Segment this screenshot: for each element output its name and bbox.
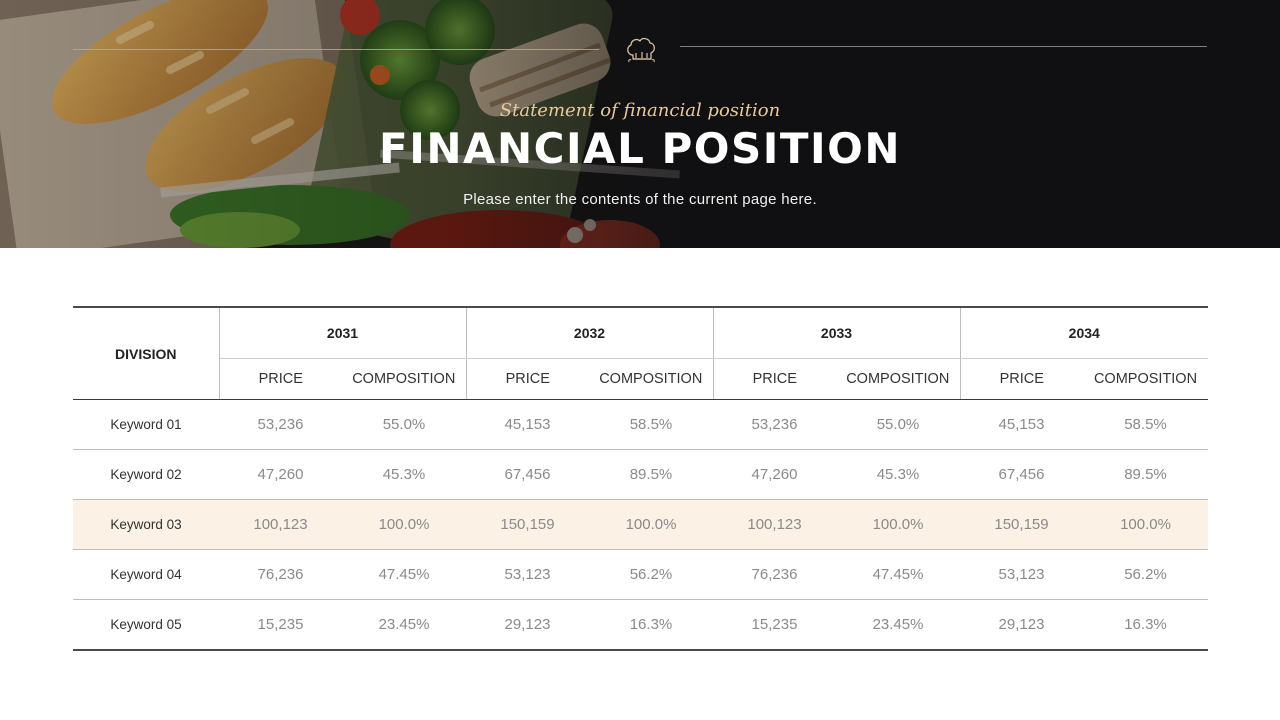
year-header: 2034: [960, 307, 1208, 359]
price-cell: 67,456: [960, 449, 1083, 500]
composition-cell: 23.45%: [378, 616, 430, 633]
row-label: Keyword 02: [73, 449, 219, 500]
price-cell: 15,235: [257, 616, 304, 633]
header-banner: Statement of financial position FINANCIA…: [0, 0, 1280, 248]
composition-cell: 56.2%: [589, 549, 713, 600]
table-body: Keyword 01 53,236 55.0% 45,153 58.5% 53,…: [73, 399, 1208, 651]
composition-header: COMPOSITION: [342, 358, 467, 400]
row-label: Keyword 01: [73, 399, 219, 450]
year-header-row: DIVISION 2031 2032 2033 2034: [73, 307, 1208, 400]
price-cell: 29,123: [998, 616, 1045, 633]
composition-header: COMPOSITION: [589, 358, 714, 400]
price-cell: 100,123: [713, 499, 836, 550]
division-header: DIVISION: [73, 307, 220, 400]
sub-header-row: PRICE COMPOSITION PRICE COMPOSITION PRIC…: [73, 358, 1208, 400]
price-cell: 47,260: [713, 449, 836, 500]
table-row: Keyword 05 15,235 23.45% 29,123 16.3% 15…: [73, 600, 1208, 651]
composition-cell: 23.45%: [872, 616, 924, 633]
composition-cell: 55.0%: [342, 399, 466, 450]
price-cell: 45,153: [466, 399, 589, 450]
page-title: FINANCIAL POSITION: [379, 124, 901, 173]
composition-cell: 45.3%: [836, 449, 960, 500]
row-label: Keyword 03: [73, 499, 219, 550]
price-cell: 45,153: [960, 399, 1083, 450]
price-cell: 76,236: [219, 549, 342, 600]
financial-position-table: DIVISION 2031 2032 2033 2034 PRICE COMPO…: [73, 306, 1208, 651]
composition-header: COMPOSITION: [1083, 358, 1208, 400]
price-cell: 150,159: [466, 499, 589, 550]
header-divider-left: [73, 49, 599, 50]
composition-cell: 89.5%: [589, 449, 713, 500]
price-cell: 15,235: [751, 616, 798, 633]
table-row: Keyword 01 53,236 55.0% 45,153 58.5% 53,…: [73, 399, 1208, 450]
composition-cell: 56.2%: [1083, 549, 1208, 600]
composition-cell: 100.0%: [342, 499, 466, 550]
composition-cell: 100.0%: [836, 499, 960, 550]
price-cell: 47,260: [219, 449, 342, 500]
composition-cell: 58.5%: [589, 399, 713, 450]
price-cell: 53,236: [713, 399, 836, 450]
price-header: PRICE: [219, 358, 342, 400]
header-divider-right: [680, 46, 1207, 47]
table-row: Keyword 04 76,236 47.45% 53,123 56.2% 76…: [73, 549, 1208, 600]
composition-cell: 89.5%: [1083, 449, 1208, 500]
row-label: Keyword 04: [73, 549, 219, 600]
financial-table-container: DIVISION 2031 2032 2033 2034 PRICE COMPO…: [73, 306, 1208, 651]
table-row: Keyword 02 47,260 45.3% 67,456 89.5% 47,…: [73, 449, 1208, 500]
composition-cell: 16.3%: [1124, 616, 1167, 633]
price-header: PRICE: [713, 358, 836, 400]
composition-cell: 100.0%: [589, 499, 713, 550]
year-header: 2033: [713, 307, 961, 359]
price-header: PRICE: [960, 358, 1083, 400]
composition-cell: 47.45%: [836, 549, 960, 600]
price-cell: 100,123: [219, 499, 342, 550]
price-cell: 53,123: [960, 549, 1083, 600]
year-header: 2032: [466, 307, 714, 359]
composition-cell: 58.5%: [1083, 399, 1208, 450]
composition-cell: 100.0%: [1083, 499, 1208, 550]
price-cell: 76,236: [713, 549, 836, 600]
price-cell: 67,456: [466, 449, 589, 500]
price-cell: 150,159: [960, 499, 1083, 550]
price-cell: 53,236: [219, 399, 342, 450]
page-description: Please enter the contents of the current…: [463, 191, 817, 208]
composition-cell: 16.3%: [629, 616, 673, 633]
composition-cell: 55.0%: [836, 399, 960, 450]
year-header: 2031: [219, 307, 467, 359]
table-row-highlighted: Keyword 03 100,123 100.0% 150,159 100.0%…: [73, 499, 1208, 550]
table-header: DIVISION 2031 2032 2033 2034 PRICE COMPO…: [73, 307, 1208, 400]
page-subtitle: Statement of financial position: [499, 100, 781, 121]
row-label: Keyword 05: [110, 617, 182, 632]
composition-cell: 45.3%: [342, 449, 466, 500]
composition-header: COMPOSITION: [836, 358, 961, 400]
chef-hat-icon: [627, 37, 655, 63]
price-cell: 29,123: [504, 616, 551, 633]
price-header: PRICE: [466, 358, 589, 400]
price-cell: 53,123: [466, 549, 589, 600]
composition-cell: 47.45%: [342, 549, 466, 600]
